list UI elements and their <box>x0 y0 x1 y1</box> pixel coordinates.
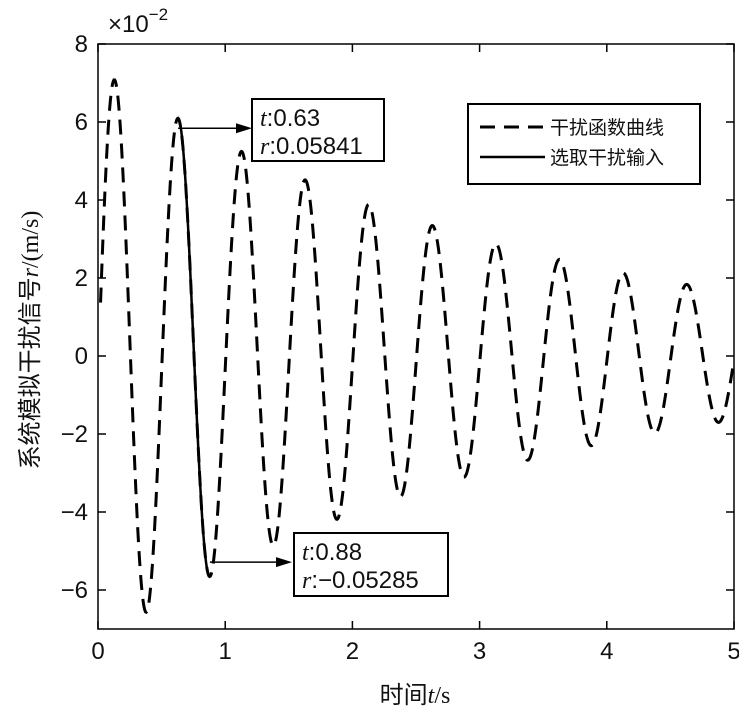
annotation-peak-box <box>251 98 385 162</box>
x-tick-label: 3 <box>473 638 486 665</box>
y-tick-label: −6 <box>61 577 88 604</box>
axis-ticks <box>97 43 735 629</box>
annotation-trough: t:0.88 r:−0.05285 <box>293 532 449 597</box>
x-tick-labels: 0 1 2 3 4 5 <box>91 638 739 665</box>
series-interference-function <box>99 78 736 615</box>
legend-label-interference: 干扰函数曲线 <box>550 117 664 139</box>
annotation-peak-t: t:0.63 <box>260 105 320 132</box>
x-tick-label: 5 <box>727 638 739 665</box>
annotation-trough-box <box>293 532 449 597</box>
x-tick-label: 0 <box>91 638 104 665</box>
x-tick-label: 1 <box>219 638 232 665</box>
annotation-trough-t: t:0.88 <box>302 539 362 566</box>
y-axis-title: 系统模拟干扰信号r/(m/s) <box>17 211 44 470</box>
legend-label-selected: 选取干扰输入 <box>550 147 664 169</box>
plot-area-frame <box>97 43 735 630</box>
legend: 干扰函数曲线 选取干扰输入 <box>467 103 701 185</box>
y-tick-label: 6 <box>75 109 88 136</box>
y-tick-label: 2 <box>75 265 88 292</box>
legend-box <box>467 103 701 185</box>
x-axis-title: 时间t/s <box>380 682 451 709</box>
annotation-peak: t:0.63 r:0.05841 <box>251 98 385 162</box>
annotation-arrow-head <box>236 123 252 134</box>
y-multiplier: ×10−2 <box>108 5 168 38</box>
y-tick-label: 8 <box>75 31 88 58</box>
y-tick-label: 4 <box>75 187 88 214</box>
annotation-arrows <box>178 123 292 568</box>
series-selected-input <box>177 117 211 578</box>
x-tick-label: 2 <box>346 638 359 665</box>
y-tick-label: −2 <box>61 421 88 448</box>
y-tick-label: −4 <box>61 499 88 526</box>
y-multiplier-base: ×10 <box>108 11 149 38</box>
annotation-peak-r: r:0.05841 <box>260 133 363 160</box>
annotation-trough-r: r:−0.05285 <box>302 567 419 594</box>
y-tick-labels: −6 −4 −2 0 2 4 6 8 <box>61 31 88 604</box>
y-tick-label: 0 <box>75 343 88 370</box>
x-tick-label: 4 <box>600 638 613 665</box>
y-multiplier-exponent: −2 <box>149 5 168 24</box>
annotation-arrow-head <box>276 557 292 568</box>
